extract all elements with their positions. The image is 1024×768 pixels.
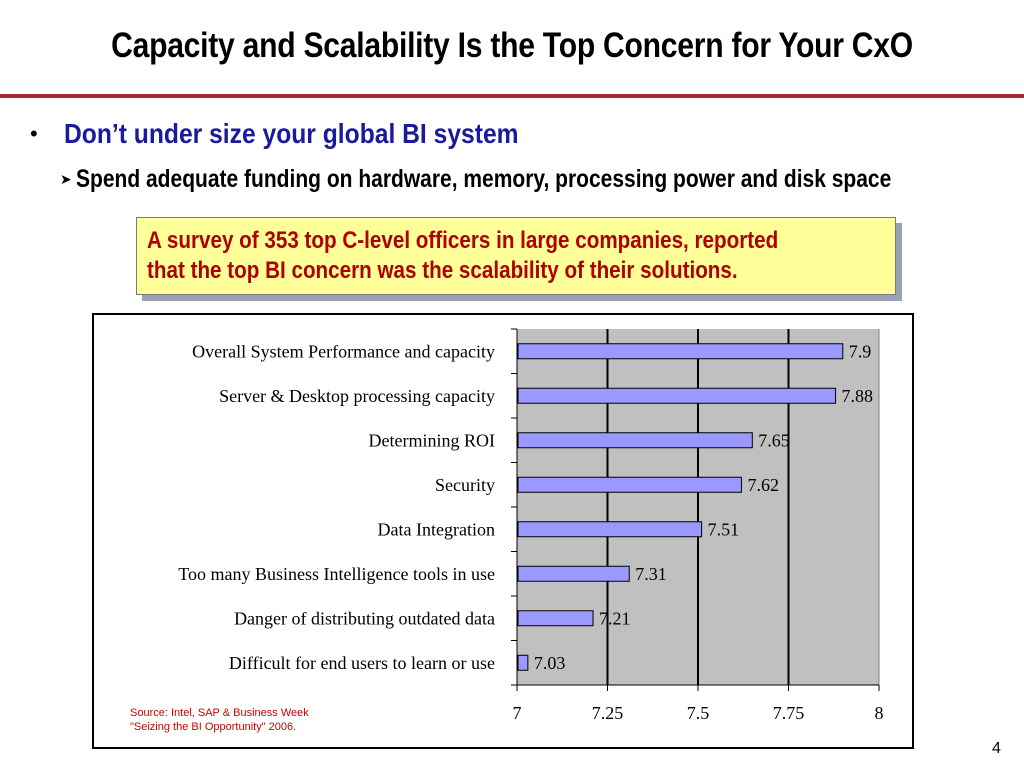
bar [517,387,837,404]
bar [517,654,529,671]
chart-frame: 7 7.25 7.5 7.75 8 Overall System Performance … [92,313,914,749]
bullet-item: • Don’t under size your global BI system [30,116,581,152]
bar [517,343,844,360]
source-line-2: "Seizing the BI Opportunity" 2006. [130,721,297,733]
data-label: 7.03 [534,653,566,673]
category-label: Difficult for end users to learn or use [229,653,495,673]
source-note: Source: Intel, SAP & Business Week "Seiz… [130,706,309,734]
title-divider [0,94,1024,98]
bullet-dot-icon: • [30,121,38,146]
sub-bullet-item: ➤ Spend adequate funding on hardware, me… [60,163,1024,195]
sub-bullet-text: Spend adequate funding on hardware, memo… [76,164,892,193]
x-tick-label: 8 [875,703,884,723]
x-tick-label: 7.5 [687,703,710,723]
data-label: 7.88 [842,386,874,406]
x-tick-label: 7.75 [773,703,805,723]
slide-title: Capacity and Scalability Is the Top Conc… [111,26,913,65]
data-label: 7.21 [599,608,631,628]
source-line-1: Source: Intel, SAP & Business Week [130,707,309,719]
callout-line-1: A survey of 353 top C-level officers in … [147,227,779,254]
category-label: Server & Desktop processing capacity [219,386,495,406]
x-tick-label: 7.25 [592,703,624,723]
data-label: 7.65 [758,430,790,450]
bar [517,432,753,449]
category-label: Overall System Performance and capacity [192,341,495,361]
data-label: 7.51 [708,519,740,539]
category-label: Data Integration [378,519,495,539]
bar [517,521,703,538]
data-label: 7.9 [849,341,872,361]
category-label: Too many Business Intelligence tools in … [178,564,495,584]
page-number: 4 [992,740,1001,757]
bar [517,565,630,582]
callout-box: A survey of 353 top C-level officers in … [136,217,896,295]
callout-text: A survey of 353 top C-level officers in … [147,226,869,286]
arrow-right-icon: ➤ [60,170,72,187]
bar [517,610,594,627]
category-label: Security [435,475,495,495]
category-label: Determining ROI [369,430,495,450]
bar [517,476,742,493]
bullet-text: Don’t under size your global BI system [64,118,519,149]
x-tick-label: 7 [513,703,522,723]
callout-line-2: that the top BI concern was the scalabil… [147,257,738,284]
bar-chart: 7 7.25 7.5 7.75 8 Overall System Performance … [178,328,884,723]
data-label: 7.31 [635,564,667,584]
category-label: Danger of distributing outdated data [234,608,495,628]
data-label: 7.62 [747,475,779,495]
